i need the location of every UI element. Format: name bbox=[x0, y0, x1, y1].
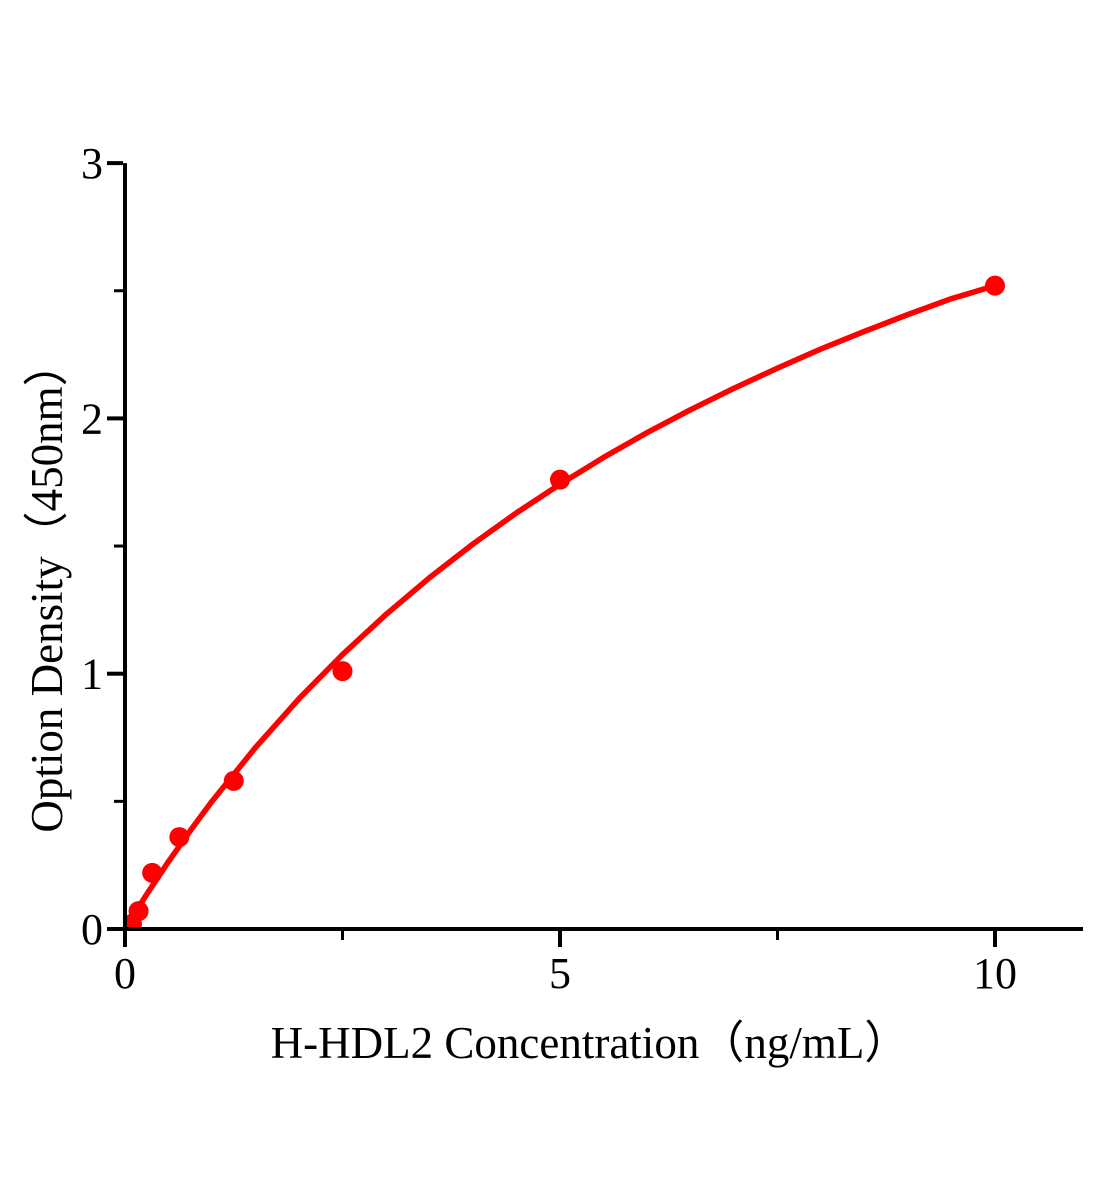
y-tick-label: 3 bbox=[81, 139, 103, 188]
x-tick-label: 0 bbox=[114, 949, 136, 998]
data-point bbox=[223, 770, 244, 791]
data-point bbox=[332, 661, 353, 682]
x-tick-label: 10 bbox=[973, 949, 1017, 998]
data-point bbox=[985, 275, 1005, 296]
x-axis-title: H-HDL2 Concentration（ng/mL） bbox=[271, 1018, 910, 1068]
data-point bbox=[128, 901, 149, 922]
x-tick-label: 5 bbox=[549, 949, 571, 998]
series-layer bbox=[125, 275, 1005, 931]
data-point bbox=[169, 827, 190, 848]
y-axis-title: Option Density（450nm） bbox=[22, 341, 72, 832]
y-tick-label: 1 bbox=[81, 650, 103, 699]
y-tick-label: 2 bbox=[81, 394, 103, 443]
axes: 0 5 10 0 1 2 3 bbox=[81, 139, 1083, 998]
data-point bbox=[142, 862, 163, 883]
data-point bbox=[550, 469, 570, 490]
fit-curve bbox=[125, 282, 998, 931]
y-tick-label: 0 bbox=[81, 905, 103, 954]
